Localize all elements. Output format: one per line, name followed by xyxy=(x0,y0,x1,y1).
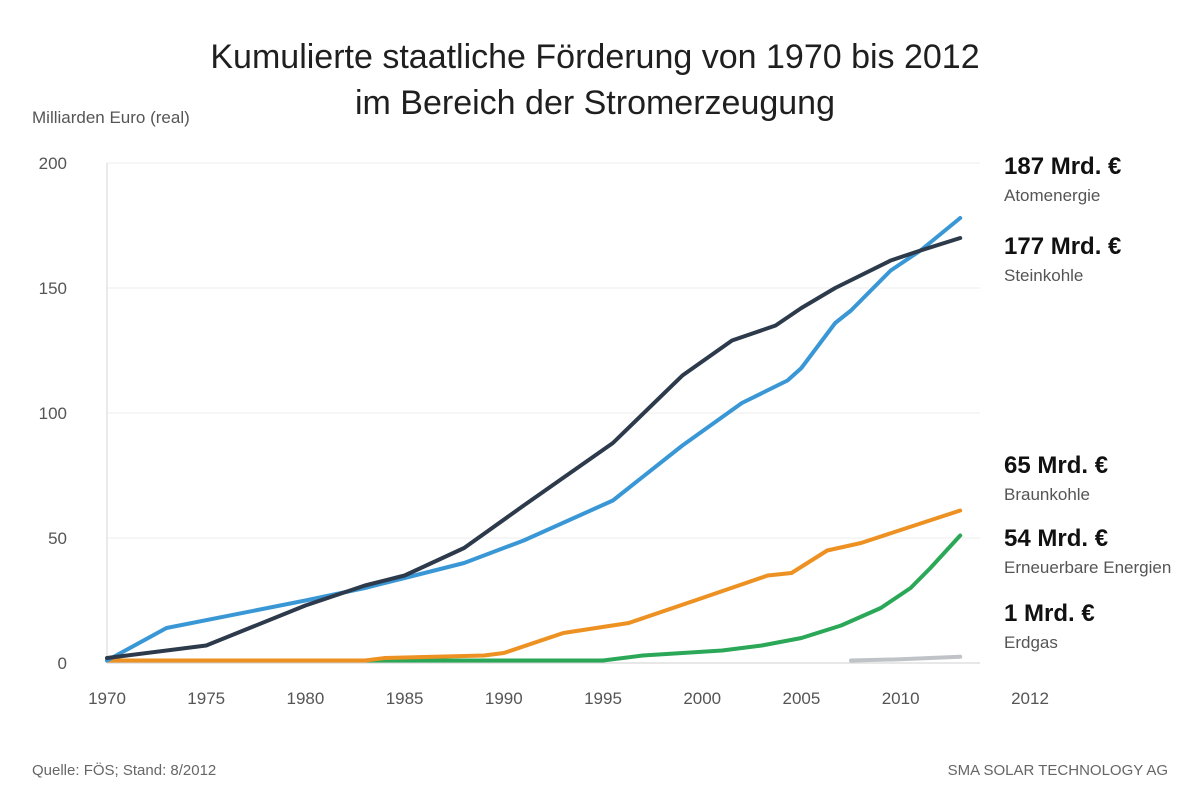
label-value-steinkohle: 177 Mrd. € xyxy=(1004,233,1122,260)
chart-title: Kumulierte staatliche Förderung von 1970… xyxy=(170,34,1020,126)
label-name-braunkohle: Braunkohle xyxy=(1004,485,1091,504)
x-tick-label-2012: 2012 xyxy=(1011,689,1049,708)
chart-title-line-1: Kumulierte staatliche Förderung von 1970… xyxy=(210,38,980,76)
chart-title-line-2: im Bereich der Stromerzeugung xyxy=(354,84,835,122)
axes: 0 50 100 150 200 1970 1975 1980 1985 1990 1995 2000… xyxy=(39,154,1049,708)
series-line-braunkohle xyxy=(105,508,963,663)
label-value-erneuerbare: 54 Mrd. € xyxy=(1004,525,1109,552)
series-line-erneuerbare-energien xyxy=(105,533,963,663)
label-value-erdgas: 1 Mrd. € xyxy=(1004,600,1095,627)
x-tick-label-1975: 1975 xyxy=(187,689,225,708)
label-name-atomenergie: Atomenergie xyxy=(1004,186,1101,205)
series-line-steinkohle xyxy=(105,236,963,660)
source-note: Quelle: FÖS; Stand: 8/2012 xyxy=(32,762,217,779)
series-line-atomenergie xyxy=(105,216,963,663)
x-tick-label-1970: 1970 xyxy=(88,689,126,708)
series-line-erdgas xyxy=(849,654,963,663)
y-tick-label-0: 0 xyxy=(58,654,67,673)
y-axis-label: Milliarden Euro (real) xyxy=(32,108,190,127)
x-tick-label-1980: 1980 xyxy=(286,689,324,708)
label-name-steinkohle: Steinkohle xyxy=(1004,266,1084,285)
x-tick-label-2005: 2005 xyxy=(783,689,821,708)
y-tick-label-100: 100 xyxy=(39,404,67,423)
label-value-atomenergie: 187 Mrd. € xyxy=(1004,153,1122,180)
y-tick-label-200: 200 xyxy=(39,154,67,173)
label-name-erdgas: Erdgas xyxy=(1004,633,1058,652)
x-tick-label-1990: 1990 xyxy=(485,689,523,708)
x-tick-label-1995: 1995 xyxy=(584,689,622,708)
label-value-braunkohle: 65 Mrd. € xyxy=(1004,452,1109,479)
company-name: SMA SOLAR TECHNOLOGY AG xyxy=(947,762,1168,779)
y-tick-label-150: 150 xyxy=(39,279,67,298)
x-tick-label-2000: 2000 xyxy=(683,689,721,708)
grid xyxy=(107,162,980,539)
series-lines xyxy=(105,216,963,663)
x-tick-label-1985: 1985 xyxy=(386,689,424,708)
label-name-erneuerbare: Erneuerbare Energien xyxy=(1004,558,1172,577)
x-tick-label-2010: 2010 xyxy=(882,689,920,708)
y-tick-label-50: 50 xyxy=(48,529,67,548)
